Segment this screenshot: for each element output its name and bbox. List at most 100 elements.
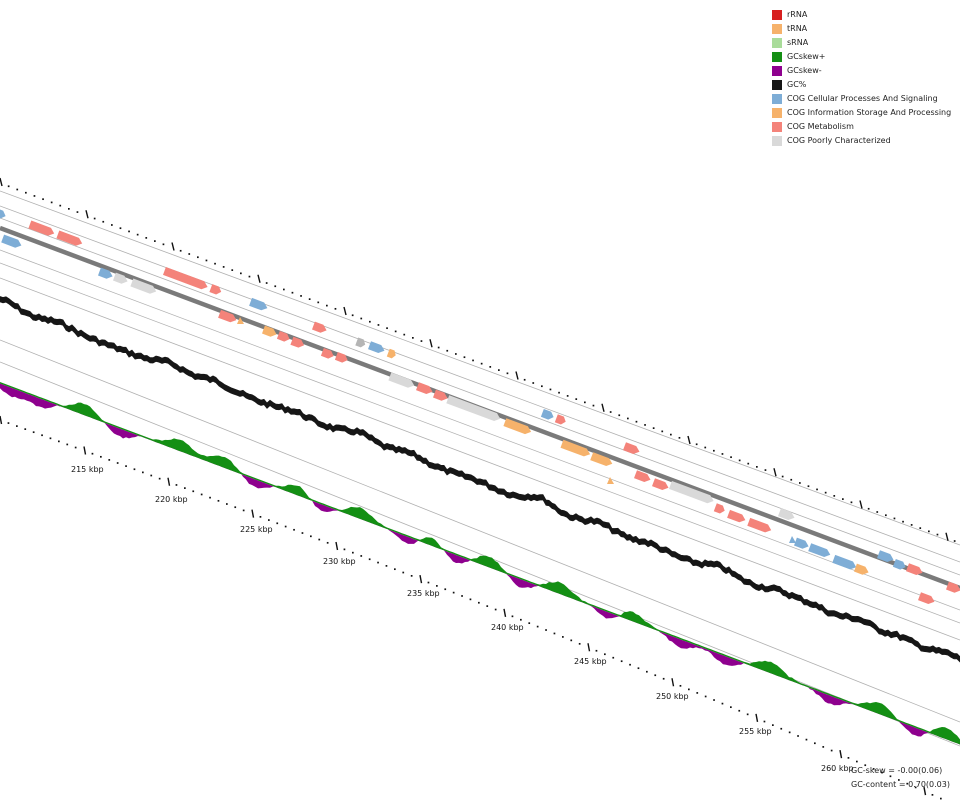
ruler-dot — [486, 605, 489, 607]
ruler-dot — [575, 398, 578, 400]
ruler-dot — [301, 532, 304, 534]
gene-arrow — [623, 442, 640, 454]
ruler-dot — [764, 469, 767, 471]
ruler-dot — [553, 632, 556, 635]
ruler-dot — [222, 266, 225, 268]
legend-label: GCskew+ — [787, 52, 826, 61]
ruler-dot — [661, 430, 664, 433]
ruler-dot — [604, 653, 606, 656]
ruler-dot — [154, 240, 156, 242]
legend-label: tRNA — [787, 24, 808, 33]
ruler-dot — [688, 688, 690, 691]
ruler-dot — [788, 731, 791, 734]
position-label: 245 kbp — [574, 657, 607, 666]
ruler-dot — [637, 667, 640, 670]
ruler-dot — [377, 561, 379, 564]
gene-arrow — [355, 337, 366, 348]
ruler-dot — [32, 431, 35, 434]
ruler-dot — [209, 496, 211, 499]
ruler-dot — [704, 446, 707, 449]
ruler-tick — [773, 468, 777, 477]
gene-arrow — [433, 389, 448, 401]
ruler-dot — [790, 478, 793, 481]
ruler-dot — [192, 490, 195, 493]
ruler-dot — [797, 735, 799, 737]
gene-arrow — [1, 234, 22, 248]
ruler-dot — [410, 574, 413, 577]
ruler-dot — [217, 499, 220, 502]
ruler-dot — [133, 468, 136, 471]
ruler-dot — [763, 720, 766, 723]
legend-swatch — [772, 80, 782, 90]
legend-swatch — [772, 52, 782, 62]
gene-arrow — [113, 272, 128, 284]
legend-label: COG Cellular Processes And Signaling — [787, 94, 938, 103]
ruler-dot — [158, 477, 161, 480]
inner-ruler — [0, 415, 942, 800]
ruler-dot — [570, 639, 573, 642]
ruler-dot — [59, 204, 62, 207]
ruler-dot — [412, 337, 414, 339]
legend-item-cog-cellular: COG Cellular Processes And Signaling — [772, 93, 958, 107]
gene-arrow — [416, 382, 433, 394]
ruler-dot — [867, 507, 870, 510]
gene-arrow — [946, 581, 960, 593]
ruler-dot — [42, 198, 44, 201]
ruler-dot — [437, 346, 440, 349]
ruler-dot — [595, 649, 598, 652]
gene-arrow — [778, 508, 795, 520]
ruler-dot — [240, 272, 242, 275]
ruler-dot — [41, 434, 43, 437]
position-label: 225 kbp — [240, 525, 273, 534]
ruler-dot — [696, 692, 699, 694]
ruler-dot — [394, 330, 397, 333]
ruler-dot — [662, 677, 665, 680]
ruler-dot — [629, 663, 631, 666]
ruler-dot — [805, 738, 808, 741]
ruler-tick — [419, 575, 423, 584]
ruler-tick — [839, 750, 843, 759]
gene-arrow — [554, 414, 566, 425]
ruler-dot — [16, 425, 18, 427]
ruler-dot — [242, 509, 245, 512]
legend-label: rRNA — [787, 10, 808, 19]
ruler-dot — [620, 660, 623, 663]
ruler-dot — [142, 471, 144, 474]
ruler-tick — [687, 435, 691, 445]
position-label: 235 kbp — [407, 589, 440, 598]
track-line — [0, 217, 960, 576]
ruler-dot — [461, 595, 463, 597]
gc-skew-stat: GC-skew = -0.00(0.06) — [851, 766, 943, 775]
gene-arrow — [218, 309, 237, 323]
ruler-dot — [713, 449, 715, 452]
gene-arrow — [747, 517, 772, 533]
ruler-dot — [931, 793, 934, 796]
ruler-dot — [592, 404, 595, 407]
ruler-dot — [234, 506, 237, 509]
ruler-dot — [276, 522, 279, 525]
ruler-dot — [713, 699, 715, 701]
ruler-dot — [179, 249, 182, 252]
gene-arrow — [388, 372, 415, 388]
gene-arrow — [590, 452, 613, 466]
ruler-dot — [799, 482, 801, 484]
legend-label: COG Information Storage And Processing — [787, 108, 952, 117]
gene-arrow — [446, 395, 501, 421]
ruler-dot — [385, 565, 388, 567]
ruler-dot — [91, 452, 94, 455]
ruler-tick — [429, 339, 433, 348]
ruler-dot — [618, 414, 621, 417]
gene-arrow — [854, 563, 869, 575]
ruler-dot — [833, 495, 836, 497]
ruler-dot — [317, 301, 320, 304]
ruler-dot — [427, 581, 430, 584]
legend-label: GCskew- — [787, 66, 822, 75]
legend-item-gc-percent: GC% — [772, 79, 958, 93]
ruler-dot — [528, 622, 531, 625]
legend-label: sRNA — [787, 38, 809, 47]
ruler-dot — [910, 524, 913, 526]
gene-arrow — [56, 230, 83, 246]
ruler-dot — [33, 195, 36, 197]
gene-arrow — [368, 341, 385, 353]
